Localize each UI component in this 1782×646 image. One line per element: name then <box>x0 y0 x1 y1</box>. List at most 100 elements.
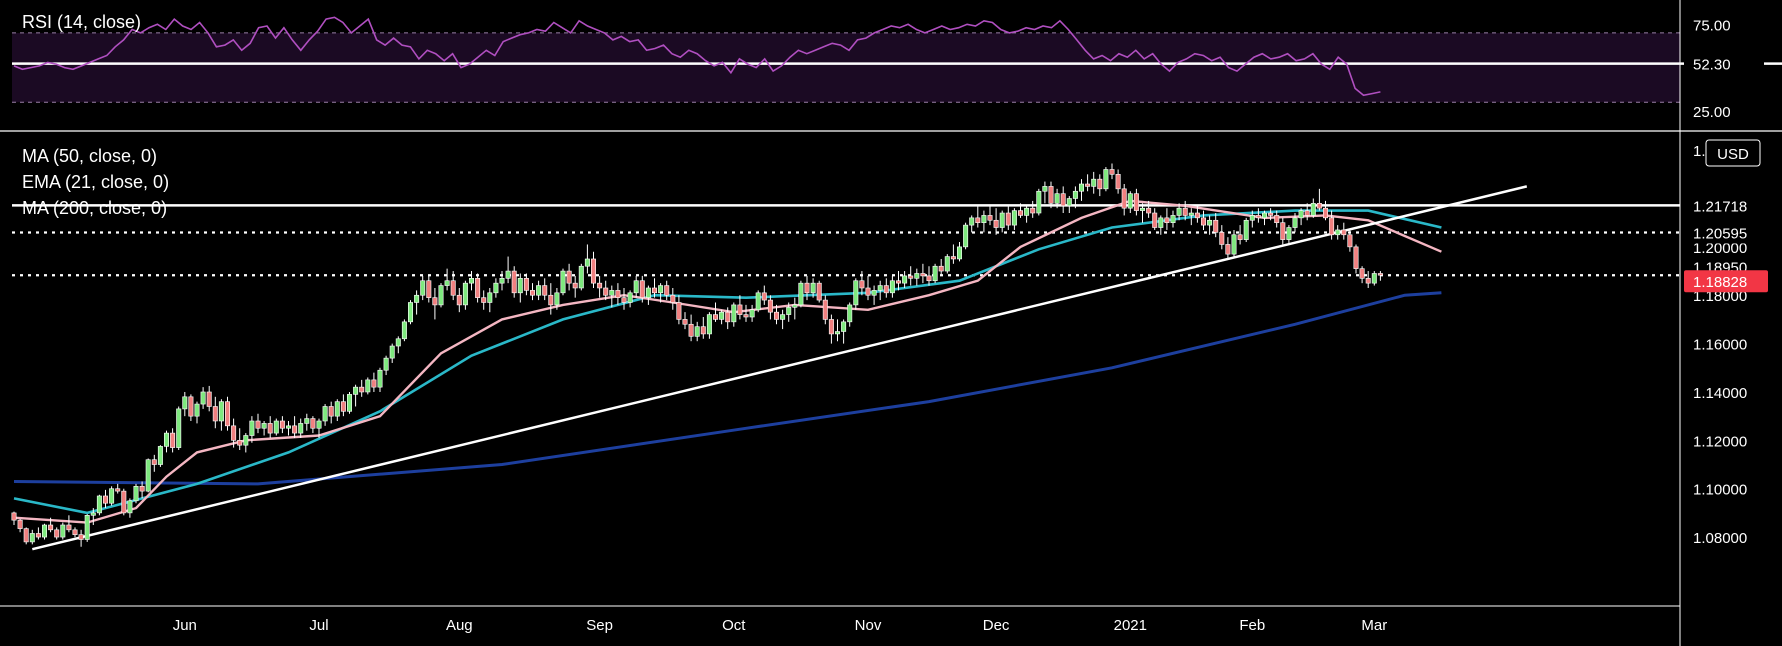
price-label[interactable]: 1.20595 <box>1684 221 1768 244</box>
candle <box>963 222 969 250</box>
candle <box>182 391 188 417</box>
time-axis[interactable]: Jun Jul Aug Sep Oct Nov Dec 2021 Feb Mar <box>173 617 1388 634</box>
candle <box>895 271 901 291</box>
candle-body <box>859 280 865 289</box>
candle <box>1017 203 1023 218</box>
candle <box>975 205 981 228</box>
candle-body <box>786 307 792 315</box>
candle <box>90 508 96 525</box>
candle-body <box>1243 219 1249 240</box>
candle-body <box>151 459 157 465</box>
candle-body <box>1103 169 1109 190</box>
candle <box>1329 210 1335 240</box>
candle <box>377 367 383 392</box>
candle <box>712 302 718 322</box>
candle-body <box>194 403 200 417</box>
candle <box>1158 215 1164 235</box>
candle-body <box>749 309 755 318</box>
candle-body <box>902 275 908 284</box>
candle <box>420 275 426 301</box>
price-label[interactable]: 1.18828 <box>1684 270 1768 293</box>
candle-body <box>176 408 182 448</box>
time-tick-label: Aug <box>446 617 473 634</box>
candle <box>261 420 267 436</box>
candle <box>944 254 950 274</box>
candle <box>908 266 914 286</box>
candle-body <box>1292 217 1298 228</box>
candle-body <box>23 528 29 543</box>
candle <box>999 210 1005 233</box>
ema21-line <box>13 199 1442 524</box>
candle-body <box>365 379 371 393</box>
candle <box>566 263 572 291</box>
candle-body <box>1121 188 1127 209</box>
candle <box>841 319 847 344</box>
candle <box>627 290 633 308</box>
price-label[interactable]: 1.21718 <box>1684 194 1768 217</box>
price-label-bg <box>1684 194 1768 217</box>
rsi-current-label: 52.30 <box>1693 57 1731 74</box>
candle <box>505 256 511 284</box>
rsi-current-label-bg <box>1684 52 1764 75</box>
candle <box>1243 217 1249 243</box>
candle-body <box>810 282 816 294</box>
candle <box>96 494 102 516</box>
candle-body <box>164 432 170 447</box>
candle-body <box>468 278 474 284</box>
candle-body <box>310 418 316 429</box>
candle <box>188 394 194 421</box>
candle <box>103 489 109 509</box>
price-label-text: 1.18828 <box>1693 274 1747 291</box>
candle <box>84 514 90 542</box>
candle <box>792 297 798 320</box>
candle-body <box>54 529 60 538</box>
candle-body <box>1066 198 1072 207</box>
candle-body <box>407 302 413 323</box>
candle <box>706 312 712 339</box>
candle <box>1011 208 1017 230</box>
rsi-band <box>12 32 1680 103</box>
candle <box>560 268 566 296</box>
candle-body <box>1237 234 1243 240</box>
price-panel <box>11 163 1680 551</box>
candle-body <box>1316 203 1322 209</box>
candle-body <box>578 265 584 289</box>
candle <box>1091 171 1097 194</box>
usd-badge[interactable]: USD <box>1705 139 1761 167</box>
candle-body <box>847 304 853 323</box>
price-label-text: 1.21718 <box>1693 198 1747 215</box>
candle-body <box>206 391 212 407</box>
candle-body <box>1365 278 1371 284</box>
time-tick-label: Feb <box>1239 617 1265 634</box>
candle <box>1237 225 1243 245</box>
candle <box>700 317 706 339</box>
candle <box>35 527 41 540</box>
ma200-line <box>13 291 1442 486</box>
candle <box>1182 200 1188 221</box>
candle <box>109 486 115 506</box>
candle <box>993 208 999 235</box>
candle-body <box>1072 190 1078 199</box>
candle-body <box>450 280 456 296</box>
candle <box>737 295 743 320</box>
candle-body <box>834 331 840 335</box>
candle <box>157 445 163 467</box>
candle <box>365 377 371 395</box>
candle-body <box>1048 186 1054 204</box>
candle <box>1201 210 1207 230</box>
candle <box>865 275 871 301</box>
candle-body <box>615 290 621 298</box>
candle-body <box>621 297 627 303</box>
candle-body <box>438 285 444 306</box>
candle <box>902 271 908 288</box>
candle <box>432 287 438 320</box>
candle-body <box>346 394 352 412</box>
candle-body <box>487 292 493 303</box>
rsi-panel <box>12 16 1782 103</box>
candle <box>1164 208 1170 230</box>
candle <box>1219 225 1225 250</box>
candle <box>1207 215 1213 235</box>
candle <box>1188 208 1194 226</box>
candle <box>755 290 761 313</box>
